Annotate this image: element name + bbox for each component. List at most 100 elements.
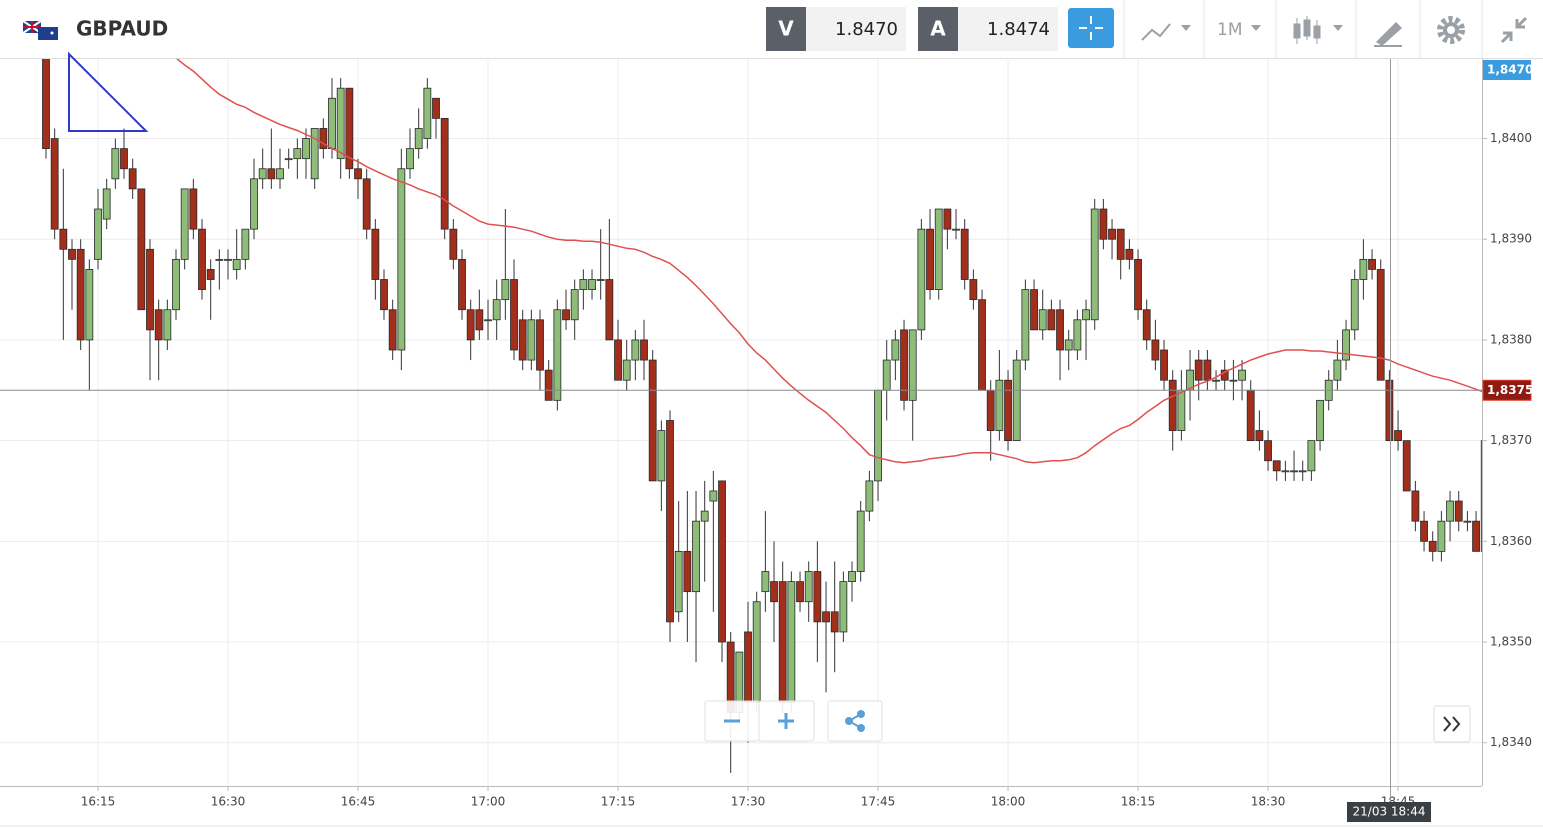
- indicator-button[interactable]: [1141, 23, 1191, 41]
- candle-body: [1437, 520, 1446, 552]
- candle-body: [570, 289, 579, 321]
- flag-icon: [22, 20, 58, 40]
- grid: 1,8340 1,8350 1,8360 1,8370 1,8380 1,8390 1,84…: [0, 60, 1532, 809]
- candle-body: [232, 258, 241, 270]
- candle-body: [137, 188, 146, 311]
- candle-body: [432, 97, 440, 119]
- candle-body: [1255, 430, 1264, 442]
- candle-body: [536, 319, 544, 371]
- candle-body: [258, 168, 267, 180]
- candle-body: [492, 299, 501, 321]
- candle-body: [579, 279, 588, 290]
- candle-body: [371, 228, 380, 280]
- timeframe-button[interactable]: 1M: [1217, 20, 1261, 40]
- candle-body: [900, 329, 908, 401]
- candle-body: [1212, 379, 1220, 382]
- price-tag-label: 1,8375: [1487, 383, 1533, 397]
- shrink-button[interactable]: [1500, 16, 1528, 44]
- candle-body: [1264, 440, 1272, 462]
- candle-body: [1272, 460, 1281, 472]
- candle-body: [761, 571, 770, 593]
- bid-box[interactable]: [766, 7, 806, 51]
- crosshair-button[interactable]: [1068, 8, 1114, 48]
- y-tick-label: 1,8370: [1490, 433, 1532, 447]
- candle-body: [995, 379, 1004, 431]
- draw-button[interactable]: [1374, 22, 1402, 47]
- scroll-right-button[interactable]: [1433, 705, 1471, 743]
- candle-body: [709, 490, 718, 502]
- bid-value: 1.8470: [835, 19, 898, 40]
- candle-body: [102, 188, 111, 220]
- candle-body: [969, 279, 978, 301]
- share-button[interactable]: [827, 700, 883, 742]
- candle-body: [596, 279, 605, 281]
- candle-body: [683, 550, 692, 593]
- candle-body: [1142, 309, 1151, 341]
- timeframe-label: 1M: [1217, 20, 1242, 40]
- candle-body: [1125, 248, 1134, 260]
- y-tick-label: 1,8390: [1490, 232, 1532, 246]
- candle-body: [1307, 440, 1316, 472]
- bid-value-box: [806, 7, 906, 51]
- candle-body: [1030, 289, 1038, 331]
- price-tag-box: [1482, 379, 1532, 401]
- candle-body: [345, 87, 354, 170]
- candle-body: [1203, 359, 1212, 381]
- candle-body: [510, 279, 518, 351]
- x-tick-label: 16:30: [211, 795, 246, 809]
- candle-body: [631, 339, 640, 361]
- candle-body: [1220, 369, 1229, 381]
- candle-body: [1168, 379, 1177, 431]
- y-tick-label: 1,8350: [1490, 635, 1532, 649]
- candle-body: [778, 581, 787, 703]
- candle-body: [267, 168, 276, 180]
- candle-body: [1342, 329, 1350, 361]
- top-tag-label: 1,8470: [1487, 63, 1533, 77]
- candle-body: [1411, 490, 1420, 522]
- candle-body: [1350, 279, 1359, 331]
- candle-body: [562, 309, 570, 321]
- candle-body: [1099, 208, 1108, 240]
- candle-body: [250, 178, 258, 230]
- candle-body: [1082, 309, 1090, 321]
- zoom-out-button[interactable]: [704, 700, 760, 742]
- candle-body: [198, 228, 206, 290]
- candle-body: [1428, 540, 1437, 552]
- candle-body: [848, 571, 856, 582]
- candle-body: [856, 510, 865, 572]
- candle-body: [1012, 359, 1021, 442]
- x-tick-label: 16:45: [341, 795, 376, 809]
- candle-body: [891, 339, 900, 361]
- ask-box[interactable]: [918, 7, 958, 51]
- x-tick-label: 17:45: [861, 795, 896, 809]
- candle-body: [657, 430, 666, 482]
- candle-body: [986, 389, 995, 431]
- candle-body: [1480, 440, 1482, 552]
- candle-body: [94, 208, 102, 260]
- candle-body: [397, 168, 406, 351]
- candle-body: [276, 168, 284, 180]
- candle-body: [1463, 520, 1472, 523]
- crosshair-label: 21/03 18:44: [1353, 805, 1426, 819]
- candle-body: [614, 339, 622, 381]
- candle-body: [310, 128, 319, 180]
- drawn-triangle: [68, 51, 149, 132]
- candle-body: [206, 269, 215, 280]
- candle-body: [1229, 379, 1238, 382]
- candle-body: [1108, 228, 1116, 240]
- candle-body: [284, 158, 293, 161]
- candle-body: [839, 581, 848, 633]
- candle-body: [1238, 369, 1246, 381]
- candle-body: [42, 59, 50, 150]
- candle-body: [1290, 470, 1298, 473]
- chart-type-button[interactable]: [1293, 16, 1343, 44]
- candle-body: [1394, 430, 1402, 442]
- crosshair-label-box: [1347, 802, 1431, 822]
- zoom-in-button[interactable]: [758, 700, 815, 742]
- candle-body: [874, 389, 882, 482]
- candle-body: [1056, 309, 1064, 351]
- candle-body: [423, 87, 432, 139]
- settings-button[interactable]: [1437, 16, 1465, 44]
- candle-body: [414, 128, 423, 150]
- candle-body: [908, 329, 917, 401]
